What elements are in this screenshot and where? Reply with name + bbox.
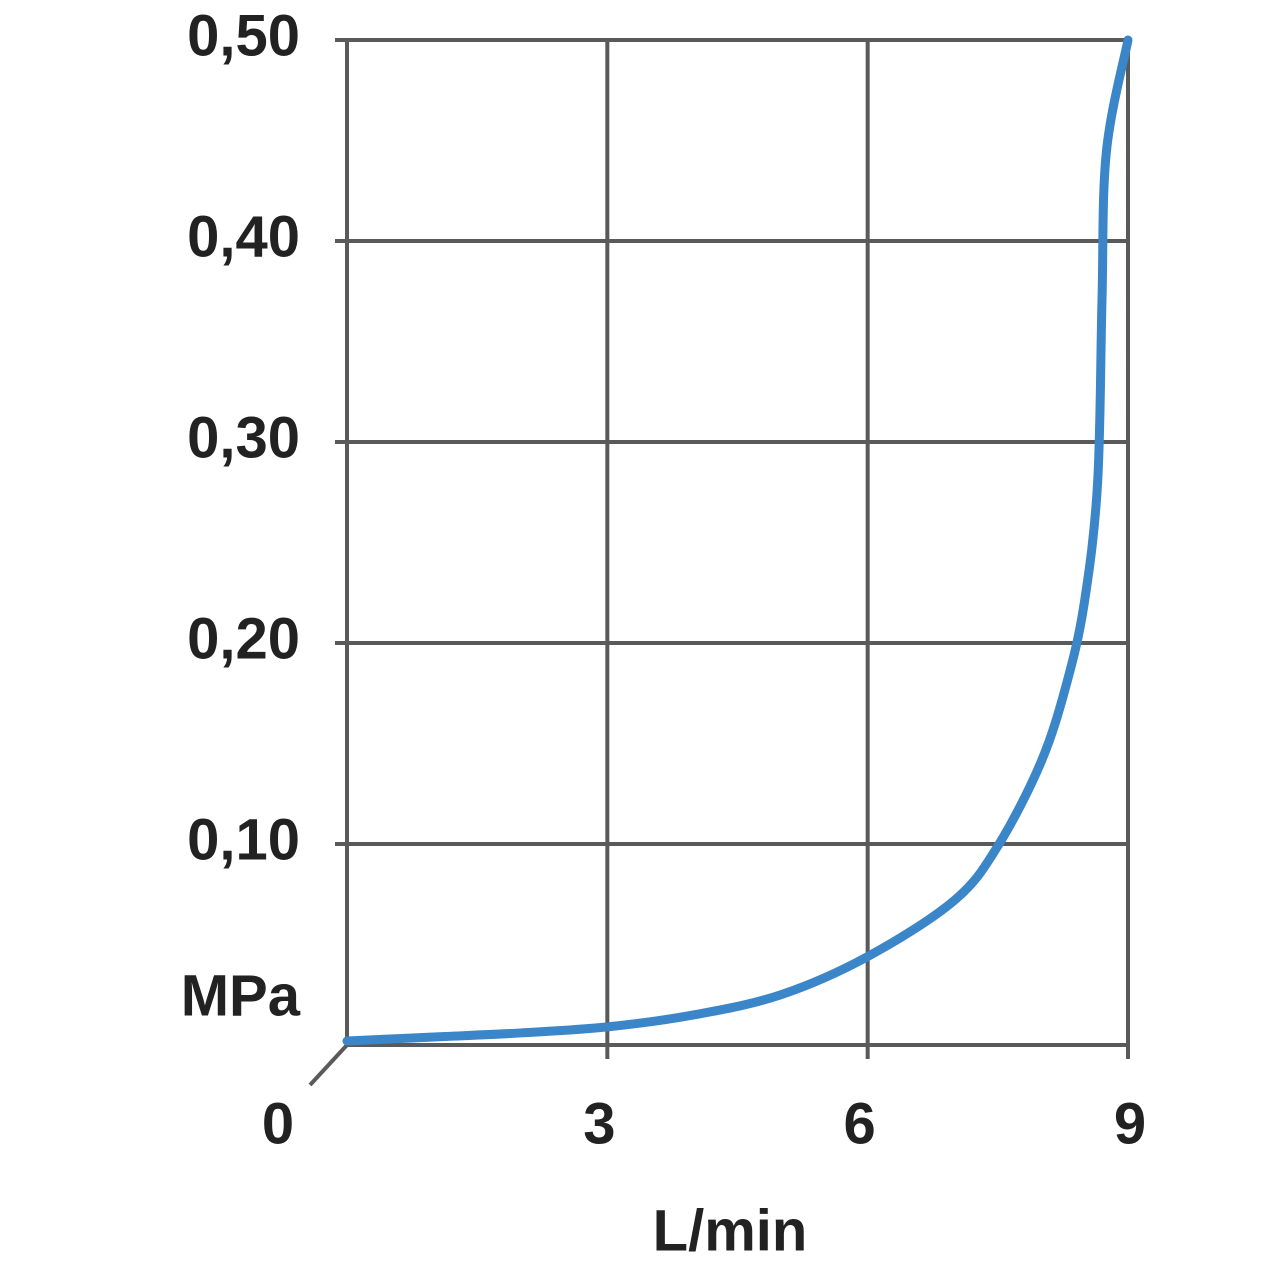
- y-tick-label: 0,30: [187, 405, 300, 470]
- x-tick-label: 9: [1114, 1091, 1146, 1156]
- x-tick-label: 3: [583, 1091, 615, 1156]
- y-axis-label: MPa: [181, 963, 301, 1028]
- x-tick-label: 0: [262, 1091, 294, 1156]
- y-tick-label: 0,50: [187, 3, 300, 68]
- data-line: [342, 35, 1133, 1046]
- x-tick-label: 6: [844, 1091, 876, 1156]
- y-tick-label: 0,20: [187, 606, 300, 671]
- y-tick-label: 0,10: [187, 807, 300, 872]
- x-axis-label: L/min: [653, 1198, 808, 1263]
- origin-connector: [308, 1043, 349, 1087]
- y-tick-label: 0,40: [187, 204, 300, 269]
